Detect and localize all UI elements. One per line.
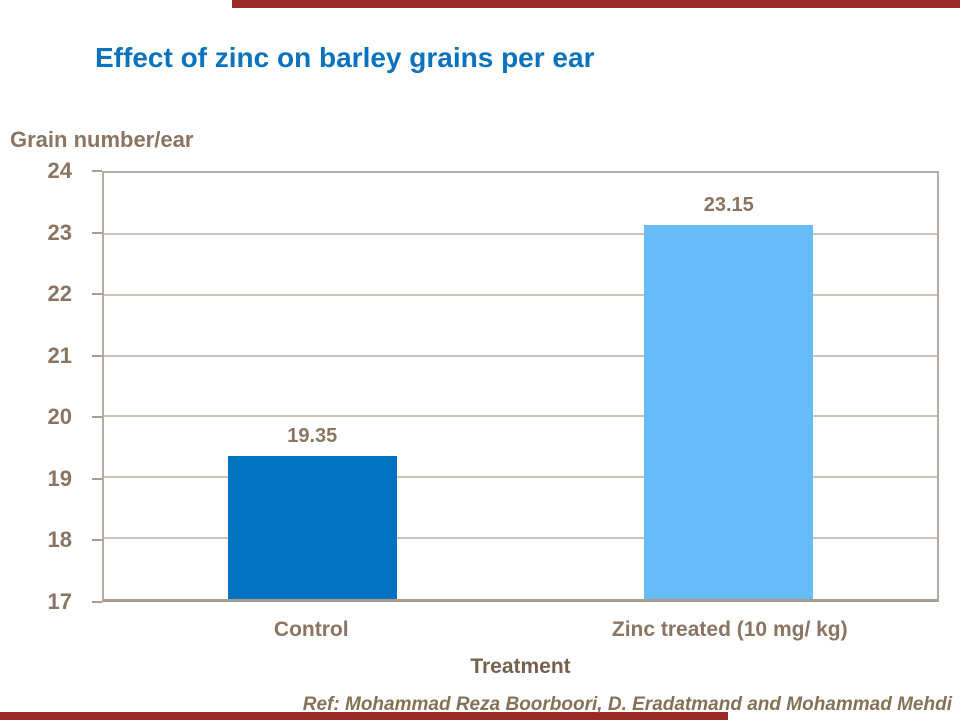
y-tick-label: 18: [47, 527, 72, 553]
category-label: Zinc treated (10 mg/ kg): [611, 618, 848, 641]
y-tick-mark: [92, 231, 102, 234]
y-axis-tick-marks: [92, 170, 102, 603]
bar-zinc-treated-10-mg-kg: 23.15: [644, 194, 814, 599]
y-tick-mark: [92, 354, 102, 357]
bottom-accent-bar: [0, 712, 728, 720]
reference-text: Ref: Mohammad Reza Boorboori, D. Eradatm…: [302, 694, 952, 715]
bar-value-label: 23.15: [703, 193, 754, 216]
chart-title: Effect of zinc on barley grains per ear: [95, 42, 595, 73]
y-tick-mark: [92, 477, 102, 480]
x-axis-category-labels: Control Zinc treated (10 mg/ kg): [102, 618, 939, 642]
y-tick-label: 21: [47, 342, 72, 368]
y-axis-title: Grain number/ear: [10, 127, 194, 152]
y-tick-label: 22: [47, 281, 72, 307]
gridline: [104, 476, 937, 479]
y-tick-label: 20: [47, 404, 72, 430]
y-tick-label: 23: [47, 219, 72, 245]
gridline: [104, 354, 937, 357]
gridline: [104, 537, 937, 540]
plot-area: 19.35 23.15: [102, 171, 939, 602]
y-tick-label: 17: [47, 589, 72, 614]
category-label: Control: [273, 618, 349, 641]
y-axis-tick-labels: 24 23 22 21 20 19 18 17: [30, 158, 88, 614]
y-tick-mark: [92, 539, 102, 542]
gridline: [104, 415, 937, 418]
gridline: [104, 232, 937, 235]
x-axis-title: Treatment: [470, 655, 571, 678]
y-tick-label: 19: [47, 465, 72, 491]
bar-value-label: 19.35: [287, 425, 338, 447]
bar-control: 19.35: [227, 425, 397, 599]
top-accent-bar: [232, 0, 960, 8]
gridline: [104, 293, 937, 296]
y-tick-mark: [92, 416, 102, 419]
y-tick-mark: [92, 293, 102, 296]
y-tick-mark: [92, 601, 102, 603]
y-tick-mark: [92, 170, 102, 172]
y-tick-label: 24: [47, 158, 72, 183]
